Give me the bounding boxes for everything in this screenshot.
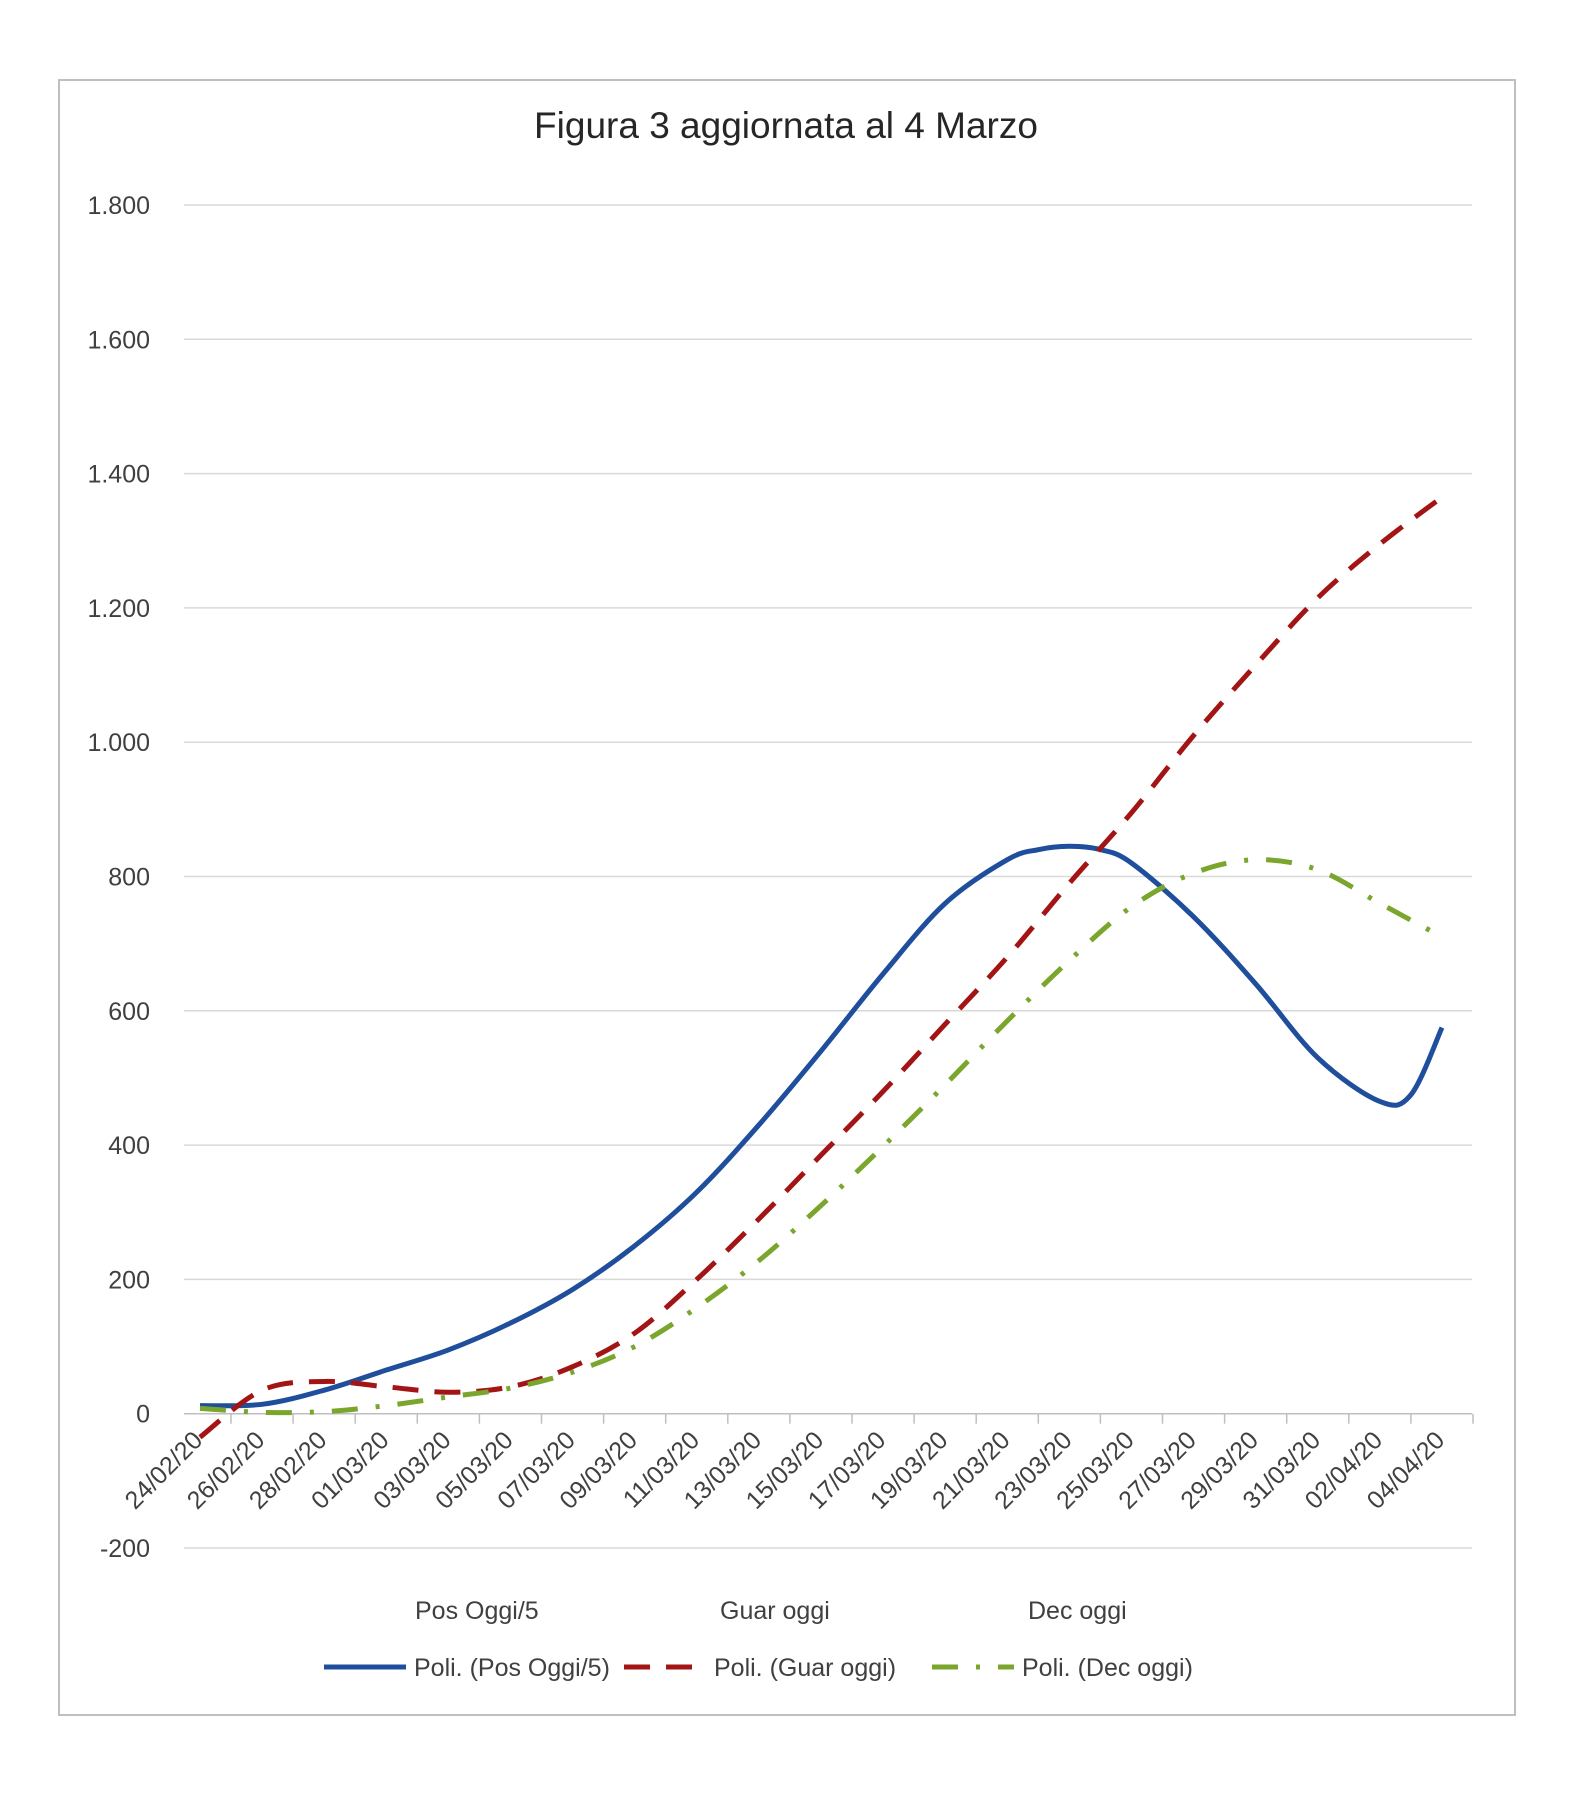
series-line-3: [199, 857, 1444, 1416]
y-tick-label: 1.800: [87, 192, 150, 220]
legend-entry-1: Poli. (Pos Oggi/5): [414, 1654, 610, 1682]
series-line-2: [198, 495, 1444, 1440]
y-tick-label: 1.200: [87, 595, 150, 623]
series-line-1: [199, 843, 1445, 1409]
chart-frame: Figura 3 aggiornata al 4 Marzo -200 0 200 4…: [58, 79, 1516, 1716]
y-tick-label: 400: [108, 1132, 150, 1160]
y-tick-label: -200: [100, 1535, 150, 1563]
legend-label-top: Dec oggi: [1028, 1597, 1127, 1625]
y-tick-label: 1.400: [87, 461, 150, 489]
y-tick-label: 1.600: [87, 326, 150, 354]
legend-entry-2: Poli. (Guar oggi): [714, 1654, 896, 1682]
y-tick-label: 600: [108, 998, 150, 1026]
y-tick-label: 0: [136, 1401, 150, 1429]
legend-label-top: Guar oggi: [720, 1597, 830, 1625]
chart-svg: Figura 3 aggiornata al 4 Marzo -200 0 200 4…: [87, 105, 1474, 1682]
legend-entry-3: Poli. (Dec oggi): [1022, 1654, 1193, 1682]
chart-title: Figura 3 aggiornata al 4 Marzo: [534, 105, 1038, 146]
y-tick-label: 800: [108, 864, 150, 892]
y-tick-label: 1.000: [87, 729, 150, 757]
legend-label-top: Pos Oggi/5: [415, 1597, 539, 1625]
y-tick-label: 200: [108, 1266, 150, 1294]
